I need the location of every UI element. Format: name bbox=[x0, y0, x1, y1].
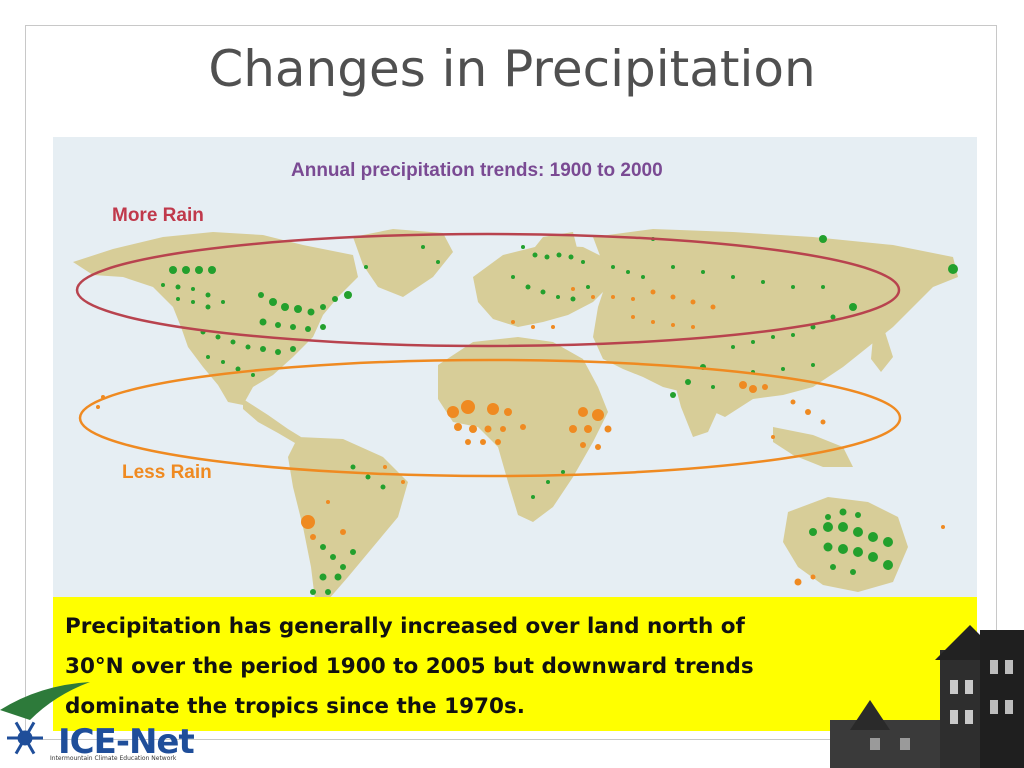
logo-subtitle: Intermountain Climate Education Network bbox=[50, 755, 177, 762]
less-rain-label: Less Rain bbox=[122, 462, 212, 483]
snowflake-icon bbox=[7, 721, 43, 755]
caption-line-3: dominate the tropics since the 1970s. bbox=[65, 694, 525, 719]
india bbox=[673, 377, 723, 437]
ice-net-logo bbox=[0, 682, 90, 755]
land-masses bbox=[73, 229, 958, 600]
caption-line-2: 30°N over the period 1900 to 2005 but do… bbox=[65, 654, 754, 679]
greenland bbox=[353, 229, 453, 297]
europe bbox=[473, 245, 613, 327]
logo-name: ICE-Net bbox=[58, 722, 195, 762]
japan bbox=[871, 332, 893, 372]
caption-line-1: Precipitation has generally increased ov… bbox=[65, 614, 745, 639]
slide-title: Changes in Precipitation bbox=[208, 40, 816, 98]
building-photo bbox=[830, 625, 1024, 768]
less-rain-ellipse bbox=[78, 358, 902, 478]
map-heading: Annual precipitation trends: 1900 to 200… bbox=[291, 160, 663, 181]
decrease-dots bbox=[96, 287, 945, 586]
caption-box: Precipitation has generally increased ov… bbox=[53, 597, 977, 731]
australia bbox=[783, 497, 908, 592]
more-rain-ellipse bbox=[75, 232, 901, 348]
central-america bbox=[243, 399, 301, 443]
world-map-svg bbox=[73, 229, 958, 600]
south-america bbox=[288, 437, 408, 600]
logo-swoosh bbox=[0, 682, 90, 720]
more-rain-label: More Rain bbox=[112, 205, 204, 226]
asia bbox=[593, 229, 958, 417]
southeast-asia bbox=[773, 427, 853, 467]
caption-text: Precipitation has generally increased ov… bbox=[65, 607, 885, 727]
precipitation-map: Annual precipitation trends: 1900 to 200… bbox=[53, 137, 977, 600]
scandinavia bbox=[523, 232, 578, 267]
north-america bbox=[73, 232, 358, 405]
